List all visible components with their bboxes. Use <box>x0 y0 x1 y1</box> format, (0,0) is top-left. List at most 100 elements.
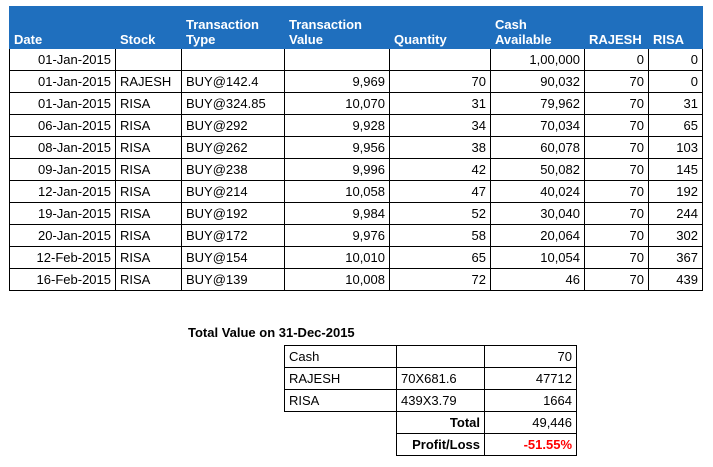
cell-cash: 50,082 <box>490 158 585 181</box>
summary-rajesh-label: RAJESH <box>284 367 397 390</box>
cell-quantity: 52 <box>389 202 491 225</box>
cell-rajesh: 70 <box>584 114 649 137</box>
summary-total-label: Total <box>396 411 485 434</box>
cell-type: BUY@214 <box>181 180 285 203</box>
header-transaction-type: Transaction Type <box>181 6 285 49</box>
table-row: 12-Feb-2015 RISA BUY@154 10,010 65 10,054 70 36… <box>9 246 703 269</box>
cell-date: 08-Jan-2015 <box>9 136 116 159</box>
cell-risa: 302 <box>648 224 703 247</box>
cell-stock: RISA <box>115 180 182 203</box>
cell-type <box>181 48 285 71</box>
cell-type: BUY@154 <box>181 246 285 269</box>
cell-rajesh: 70 <box>584 92 649 115</box>
cell-type: BUY@238 <box>181 158 285 181</box>
cell-date: 19-Jan-2015 <box>9 202 116 225</box>
cell-cash: 40,024 <box>490 180 585 203</box>
summary-table: Cash 70 RAJESH 70X681.6 47712 RISA 439X3… <box>284 345 577 456</box>
table-row: 08-Jan-2015 RISA BUY@262 9,956 38 60,078 70 103 <box>9 136 703 159</box>
cell-quantity: 42 <box>389 158 491 181</box>
cell-stock: RISA <box>115 246 182 269</box>
summary-cash-calc <box>396 345 485 368</box>
cell-quantity: 38 <box>389 136 491 159</box>
cell-value: 9,969 <box>284 70 390 93</box>
header-transaction-value: Transaction Value <box>284 6 390 49</box>
cell-risa: 192 <box>648 180 703 203</box>
summary-total-value: 49,446 <box>484 411 577 434</box>
cell-type: BUY@292 <box>181 114 285 137</box>
header-rajesh: RAJESH <box>584 6 649 49</box>
header-value-line2: Value <box>289 32 323 47</box>
cell-value: 9,996 <box>284 158 390 181</box>
table-row: 16-Feb-2015 RISA BUY@139 10,008 72 46 70 439 <box>9 268 703 291</box>
cell-quantity: 65 <box>389 246 491 269</box>
cell-risa: 145 <box>648 158 703 181</box>
cell-cash: 60,078 <box>490 136 585 159</box>
cell-risa: 367 <box>648 246 703 269</box>
cell-rajesh: 70 <box>584 180 649 203</box>
header-date: Date <box>9 6 116 49</box>
cell-cash: 1,00,000 <box>490 48 585 71</box>
table-row: 19-Jan-2015 RISA BUY@192 9,984 52 30,040 70 244 <box>9 202 703 225</box>
table-row: 01-Jan-2015 RISA BUY@324.85 10,070 31 79,962 7… <box>9 92 703 115</box>
cell-type: BUY@139 <box>181 268 285 291</box>
cell-cash: 20,064 <box>490 224 585 247</box>
cell-value: 10,070 <box>284 92 390 115</box>
cell-date: 01-Jan-2015 <box>9 70 116 93</box>
header-stock: Stock <box>115 6 182 49</box>
cell-type: BUY@324.85 <box>181 92 285 115</box>
cell-type: BUY@142.4 <box>181 70 285 93</box>
summary-pl-label: Profit/Loss <box>396 433 485 456</box>
table-header-row: Date Stock Transaction Type Transaction Va… <box>9 6 703 49</box>
header-cash-line2: Available <box>495 32 552 47</box>
cell-stock: RISA <box>115 136 182 159</box>
table-row: 20-Jan-2015 RISA BUY@172 9,976 58 20,064 70 302 <box>9 224 703 247</box>
summary-rajesh-value: 47712 <box>484 367 577 390</box>
summary-title: Total Value on 31-Dec-2015 <box>188 325 355 340</box>
cell-date: 06-Jan-2015 <box>9 114 116 137</box>
header-risa: RISA <box>648 6 703 49</box>
cell-stock: RISA <box>115 224 182 247</box>
cell-rajesh: 70 <box>584 246 649 269</box>
table-row: 06-Jan-2015 RISA BUY@292 9,928 34 70,034 70 65 <box>9 114 703 137</box>
cell-value: 9,984 <box>284 202 390 225</box>
cell-rajesh: 70 <box>584 202 649 225</box>
cell-rajesh: 70 <box>584 268 649 291</box>
cell-date: 01-Jan-2015 <box>9 92 116 115</box>
cell-value: 10,008 <box>284 268 390 291</box>
cell-value: 10,058 <box>284 180 390 203</box>
cell-cash: 70,034 <box>490 114 585 137</box>
cell-date: 09-Jan-2015 <box>9 158 116 181</box>
cell-value: 9,976 <box>284 224 390 247</box>
cell-date: 16-Feb-2015 <box>9 268 116 291</box>
cell-risa: 244 <box>648 202 703 225</box>
cell-date: 12-Feb-2015 <box>9 246 116 269</box>
cell-risa: 0 <box>648 48 703 71</box>
cell-quantity: 58 <box>389 224 491 247</box>
cell-risa: 0 <box>648 70 703 93</box>
table-row: 01-Jan-2015 1,00,000 0 0 <box>9 48 703 71</box>
cell-type: BUY@262 <box>181 136 285 159</box>
summary-risa-calc: 439X3.79 <box>396 389 485 412</box>
cell-rajesh: 70 <box>584 136 649 159</box>
summary-cash-label: Cash <box>284 345 397 368</box>
header-value-line1: Transaction <box>289 17 362 32</box>
cell-stock: RISA <box>115 268 182 291</box>
header-cash-line1: Cash <box>495 17 527 32</box>
cell-rajesh: 70 <box>584 158 649 181</box>
cell-quantity: 31 <box>389 92 491 115</box>
cell-quantity: 47 <box>389 180 491 203</box>
header-type-line2: Type <box>186 32 216 47</box>
summary-rajesh-calc: 70X681.6 <box>396 367 485 390</box>
cell-value: 9,956 <box>284 136 390 159</box>
table-row: 01-Jan-2015 RAJESH BUY@142.4 9,969 70 90,032 7… <box>9 70 703 93</box>
cell-quantity: 72 <box>389 268 491 291</box>
summary-pl-value: -51.55% <box>484 433 577 456</box>
table-row: 12-Jan-2015 RISA BUY@214 10,058 47 40,024 70 19… <box>9 180 703 203</box>
summary-total-spacer <box>285 412 397 434</box>
table-row: 09-Jan-2015 RISA BUY@238 9,996 42 50,082 70 145 <box>9 158 703 181</box>
cell-date: 01-Jan-2015 <box>9 48 116 71</box>
cell-date: 20-Jan-2015 <box>9 224 116 247</box>
cell-value <box>284 48 390 71</box>
header-cash-available: Cash Available <box>490 6 585 49</box>
cell-cash: 46 <box>490 268 585 291</box>
